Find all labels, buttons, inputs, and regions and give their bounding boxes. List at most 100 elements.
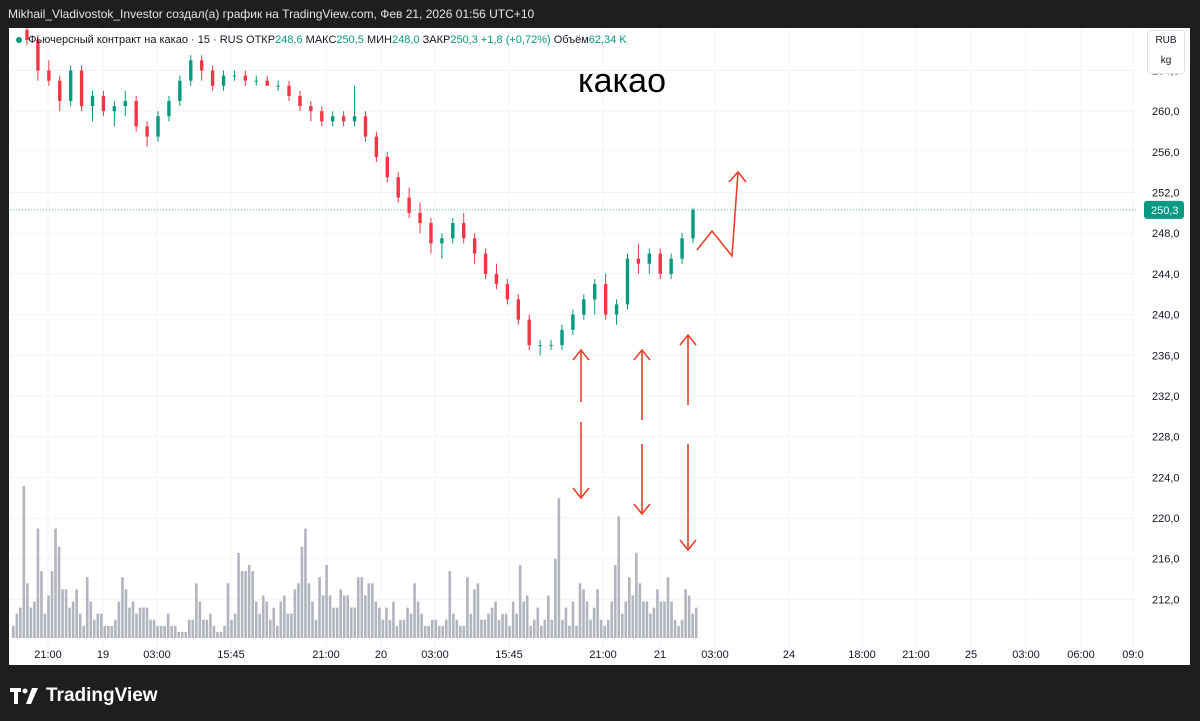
volume-bar — [177, 631, 181, 638]
candle-body — [614, 304, 619, 315]
y-tick-label: 260,0 — [1152, 106, 1180, 118]
candle-body — [243, 75, 248, 81]
y-tick-label: 236,0 — [1152, 350, 1180, 362]
volume-bar — [71, 601, 75, 638]
volume-bar — [159, 625, 163, 638]
volume-bar — [64, 589, 68, 638]
volume-label: Объём — [553, 34, 589, 46]
volume-bar — [603, 625, 606, 638]
y-tick-label: 240,0 — [1152, 310, 1180, 322]
volume-bar — [335, 607, 339, 638]
volume-bar — [268, 619, 272, 638]
candle-body — [352, 116, 357, 122]
volume-bar — [504, 613, 508, 638]
candle-body — [669, 258, 673, 274]
volume-bar — [244, 571, 247, 638]
volume-bar — [649, 613, 652, 638]
volume-bar — [385, 607, 388, 638]
volume-bar — [276, 625, 279, 638]
candle-body — [265, 80, 269, 86]
volume-bar — [293, 589, 297, 638]
candle-body — [331, 116, 335, 122]
volume-bar — [307, 583, 311, 638]
volume-bar — [251, 571, 254, 638]
volume-bar — [575, 625, 578, 638]
volume-bar — [592, 607, 596, 638]
volume-bar — [128, 607, 131, 638]
candle-body — [123, 101, 127, 107]
x-tick-label: 25 — [965, 649, 977, 661]
volume-bar — [402, 619, 406, 638]
volume-bar — [536, 607, 540, 638]
volume-value: 62,34 K — [588, 34, 627, 46]
volume-bar — [680, 619, 684, 638]
volume-bar — [131, 601, 135, 638]
volume-bar — [15, 613, 19, 638]
unit-selector[interactable]: RUB kg — [1147, 30, 1185, 74]
candle-body — [232, 75, 237, 77]
x-tick-label: 03:00 — [701, 649, 729, 661]
volume-bar — [198, 601, 202, 638]
candle-body — [36, 40, 40, 71]
y-tick-label: 244,0 — [1152, 269, 1180, 281]
volume-bar — [272, 607, 276, 638]
volume-bar — [89, 601, 93, 638]
volume-bar — [96, 613, 100, 638]
candle-body — [134, 101, 138, 127]
y-tick-label: 220,0 — [1152, 513, 1180, 525]
volume-bar — [156, 625, 159, 638]
volume-bar — [318, 577, 321, 638]
candle-body — [25, 29, 29, 40]
volume-bar — [430, 619, 434, 638]
volume-bar — [452, 613, 455, 638]
volume-bar — [135, 613, 138, 638]
annotation-title: какао — [578, 62, 666, 100]
x-tick-label: 03:00 — [1012, 649, 1040, 661]
volume-bar — [434, 619, 437, 638]
last-price-label: 250,3 — [1151, 205, 1179, 217]
volume-bar — [670, 601, 673, 638]
volume-bar — [349, 607, 353, 638]
candle-body — [112, 106, 117, 112]
unit-label: kg — [1160, 55, 1172, 66]
candle-body — [276, 85, 280, 87]
volume-bar — [571, 601, 575, 638]
candle-body — [603, 284, 608, 315]
arrow-down-head — [572, 487, 590, 500]
volume-bar — [121, 577, 124, 638]
candle-body — [101, 95, 106, 112]
volume-bar — [448, 571, 452, 638]
candle-body — [451, 223, 455, 239]
open-value: 248,6 — [275, 34, 303, 46]
volume-bar — [515, 613, 518, 638]
volume-bar — [610, 601, 613, 638]
volume-bar — [166, 613, 170, 638]
volume-bar — [694, 607, 698, 638]
volume-bar — [261, 595, 265, 638]
candle-body — [320, 111, 324, 122]
arrow-up-head — [679, 333, 697, 346]
volume-bar — [212, 625, 216, 638]
volume-bar — [511, 601, 515, 638]
arrow-up-head — [633, 348, 651, 361]
volume-bar — [145, 607, 149, 638]
candle-body — [549, 345, 553, 347]
x-tick-label: 15:45 — [495, 649, 523, 661]
brand-name: TradingView — [46, 685, 158, 706]
candle-body — [429, 223, 433, 244]
candle-body — [79, 70, 84, 107]
volume-bar — [455, 619, 459, 638]
candle-body — [527, 319, 531, 346]
volume-bar — [409, 613, 413, 638]
volume-bar — [216, 631, 219, 638]
candle-body — [472, 238, 477, 254]
footer: TradingView — [10, 683, 158, 709]
candle-body — [505, 284, 510, 300]
volume-bar — [395, 625, 399, 638]
candle-body — [516, 299, 521, 320]
volume-bar — [149, 619, 152, 638]
y-tick-label: 212,0 — [1152, 594, 1180, 606]
volume-bar — [68, 607, 71, 638]
volume-bar — [47, 595, 50, 638]
